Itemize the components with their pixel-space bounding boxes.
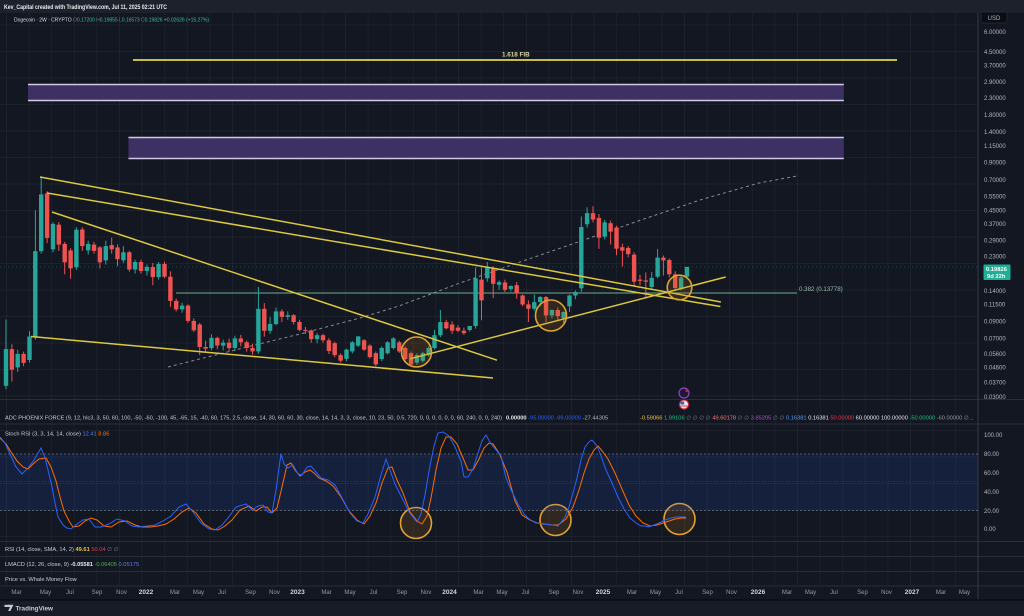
svg-text:Nov: Nov	[421, 590, 432, 596]
svg-text:Mar: Mar	[321, 590, 331, 596]
svg-text:Nov: Nov	[116, 590, 127, 596]
svg-text:Price vs. Whale Money Flow: Price vs. Whale Money Flow	[5, 577, 78, 583]
svg-text:Nov: Nov	[881, 590, 892, 596]
svg-text:Nov: Nov	[269, 590, 280, 596]
svg-text:Dogecoin · 2W · CRYPTO O0.1720: Dogecoin · 2W · CRYPTO O0.17200 H0.19855…	[14, 18, 209, 24]
svg-text:0.70000: 0.70000	[984, 178, 1006, 184]
svg-text:TradingView: TradingView	[16, 606, 54, 613]
svg-text:0.45000: 0.45000	[984, 208, 1006, 214]
svg-text:May: May	[496, 590, 507, 596]
svg-text:Jul: Jul	[370, 590, 378, 596]
svg-text:0.09000: 0.09000	[984, 319, 1006, 325]
svg-text:Nov: Nov	[726, 590, 737, 596]
svg-text:Sep: Sep	[857, 590, 868, 596]
svg-text:0.37000: 0.37000	[984, 222, 1006, 228]
svg-text:2.90000: 2.90000	[984, 80, 1006, 86]
svg-text:Mar: Mar	[936, 590, 946, 596]
svg-text:3.70000: 3.70000	[984, 63, 1006, 69]
svg-text:Jul: Jul	[830, 590, 838, 596]
svg-text:May: May	[650, 590, 661, 596]
svg-text:100.00: 100.00	[984, 433, 1003, 439]
svg-text:May: May	[805, 590, 816, 596]
svg-text:0.03700: 0.03700	[984, 381, 1006, 387]
svg-text:Stoch RSI (3, 3, 14, 14, close: Stoch RSI (3, 3, 14, 14, close) 12.41 8.…	[5, 432, 109, 438]
svg-text:Sep: Sep	[397, 590, 408, 596]
svg-text:0.03000: 0.03000	[984, 395, 1006, 401]
svg-text:May: May	[40, 590, 51, 596]
svg-text:2.30000: 2.30000	[984, 96, 1006, 102]
svg-text:4.50000: 4.50000	[984, 50, 1006, 56]
svg-text:Mar: Mar	[11, 590, 21, 596]
svg-text:0.04600: 0.04600	[984, 366, 1006, 372]
svg-text:9d 22h: 9d 22h	[987, 274, 1006, 280]
svg-text:0.00000 -95.00000 -99.00000 -2: 0.00000 -95.00000 -99.00000 -27.44305	[506, 416, 608, 422]
svg-text:Sep: Sep	[92, 590, 103, 596]
svg-text:Mar: Mar	[627, 590, 637, 596]
svg-text:0.11500: 0.11500	[984, 302, 1006, 308]
svg-text:0.14000: 0.14000	[984, 289, 1006, 295]
svg-text:40.00: 40.00	[984, 490, 1000, 496]
svg-text:0.90000: 0.90000	[984, 161, 1006, 167]
svg-text:ADC PHOENIX FORCE (9, 12, hlc3: ADC PHOENIX FORCE (9, 12, hlc3, 3, 50, 6…	[5, 416, 502, 422]
svg-text:Mar: Mar	[473, 590, 483, 596]
svg-text:Nov: Nov	[573, 590, 584, 596]
svg-text:0.00: 0.00	[984, 527, 996, 533]
svg-text:60.00: 60.00	[984, 471, 1000, 477]
svg-text:1.40000: 1.40000	[984, 130, 1006, 136]
svg-text:2025: 2025	[596, 589, 611, 596]
svg-text:1.15000: 1.15000	[984, 144, 1006, 150]
svg-text:0.29000: 0.29000	[984, 239, 1006, 245]
svg-text:2022: 2022	[139, 589, 154, 596]
svg-text:May: May	[193, 590, 204, 596]
svg-text:80.00: 80.00	[984, 452, 1000, 458]
svg-text:USD: USD	[988, 16, 1001, 22]
svg-text:May: May	[344, 590, 355, 596]
svg-text:-0.59066 1.99106 ∅ ∅ ∅ ∅ 49.60: -0.59066 1.99106 ∅ ∅ ∅ ∅ 49.60178 ∅ ∅ 3.…	[640, 415, 974, 422]
svg-text:RSI (14, close, SMA, 14, 2) 49: RSI (14, close, SMA, 14, 2) 49.61 50.04 …	[5, 546, 119, 553]
svg-text:May: May	[959, 590, 970, 596]
svg-text:0.07000: 0.07000	[984, 337, 1006, 343]
svg-text:0.23000: 0.23000	[984, 255, 1006, 261]
svg-text:Sep: Sep	[549, 590, 560, 596]
svg-text:Kev_Capital created with Tradi: Kev_Capital created with TradingView.com…	[4, 4, 167, 11]
svg-text:2024: 2024	[442, 589, 457, 596]
svg-text:6.00000: 6.00000	[984, 30, 1006, 36]
svg-text:Jul: Jul	[66, 590, 74, 596]
svg-text:0.05600: 0.05600	[984, 352, 1006, 358]
svg-text:Jul: Jul	[675, 590, 683, 596]
svg-text:Sep: Sep	[245, 590, 256, 596]
svg-text:2026: 2026	[751, 589, 766, 596]
svg-text:2027: 2027	[905, 589, 920, 596]
svg-text:Mar: Mar	[170, 590, 180, 596]
svg-text:20.00: 20.00	[984, 509, 1000, 515]
svg-text:2023: 2023	[290, 589, 305, 596]
svg-text:0.19826: 0.19826	[986, 267, 1008, 273]
svg-text:Mar: Mar	[782, 590, 792, 596]
svg-text:Jul: Jul	[522, 590, 530, 596]
svg-text:0.382 (0.13778): 0.382 (0.13778)	[799, 286, 843, 293]
svg-text:Sep: Sep	[702, 590, 713, 596]
svg-text:Jul: Jul	[218, 590, 226, 596]
svg-text:LMACD (12, 26, close, 9) -0.05: LMACD (12, 26, close, 9) -0.05581 -0.064…	[5, 562, 139, 568]
svg-text:1.80000: 1.80000	[984, 113, 1006, 119]
svg-text:1.618 FIB: 1.618 FIB	[502, 52, 530, 59]
svg-text:0.55000: 0.55000	[984, 195, 1006, 201]
